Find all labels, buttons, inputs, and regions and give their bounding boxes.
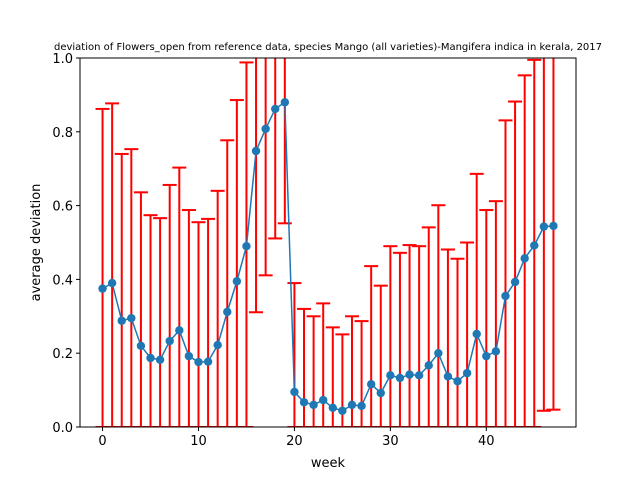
data-point — [539, 222, 549, 231]
y-tick-label: 0.4 — [52, 273, 73, 288]
data-point — [107, 278, 117, 288]
data-point — [155, 355, 165, 365]
plot-frame — [79, 57, 577, 428]
x-tick-label: 40 — [478, 434, 495, 449]
x-tick-label: 20 — [286, 434, 303, 449]
errorbars — [95, 58, 561, 427]
data-point — [319, 395, 328, 405]
data-point — [280, 98, 290, 107]
data-point — [434, 349, 443, 358]
x-tick-label: 10 — [190, 434, 207, 449]
data-point — [213, 340, 222, 350]
data-point — [338, 406, 347, 415]
data-point — [357, 401, 366, 411]
data-point — [510, 277, 520, 287]
data-point — [136, 341, 146, 351]
data-point — [242, 241, 251, 251]
data-point — [251, 146, 261, 156]
y-tick-label: 0.2 — [52, 347, 73, 362]
data-point — [443, 372, 453, 381]
data-point — [549, 221, 558, 231]
data-point — [328, 403, 337, 413]
x-axis-label: week — [311, 456, 346, 471]
data-point — [290, 387, 299, 397]
x-tick-label: 30 — [382, 434, 399, 449]
chart-title: deviation of Flowers_open from reference… — [54, 42, 602, 53]
data-point — [347, 400, 357, 410]
y-tick-label: 0.0 — [52, 421, 73, 436]
data-point — [309, 400, 318, 410]
y-axis-label: average deviation — [29, 184, 44, 302]
data-point — [530, 241, 539, 250]
y-tick-label: 0.6 — [52, 200, 73, 215]
data-point — [98, 284, 107, 293]
data-point — [261, 124, 270, 134]
data-point — [414, 371, 424, 380]
data-point — [395, 373, 405, 383]
y-tick-label: 0.8 — [52, 126, 73, 141]
axes: 0 10 20 30 40 0.0 0.2 0.4 0.6 0.8 1.0 — [52, 52, 577, 449]
series — [98, 98, 558, 415]
data-point — [424, 361, 433, 370]
data-point — [232, 277, 242, 286]
data-point — [127, 313, 136, 323]
data-point — [405, 370, 414, 379]
data-point — [175, 326, 184, 335]
data-point — [366, 379, 376, 389]
data-point — [117, 316, 126, 325]
data-point — [491, 347, 501, 356]
data-point — [194, 357, 203, 367]
data-point — [223, 307, 232, 317]
x-tick-label: 0 — [98, 434, 106, 449]
data-point — [203, 357, 213, 366]
data-point — [501, 291, 510, 301]
data-point — [299, 398, 309, 407]
data-point — [462, 368, 472, 378]
data-point — [453, 377, 462, 386]
data-point — [146, 353, 155, 363]
data-point — [482, 351, 491, 361]
y-tick-label: 1.0 — [52, 52, 73, 67]
data-point — [386, 371, 395, 380]
data-point — [472, 329, 481, 339]
data-point — [184, 351, 194, 361]
data-point — [271, 104, 280, 114]
data-point — [165, 336, 174, 346]
data-point — [376, 388, 385, 398]
data-point — [520, 254, 529, 263]
